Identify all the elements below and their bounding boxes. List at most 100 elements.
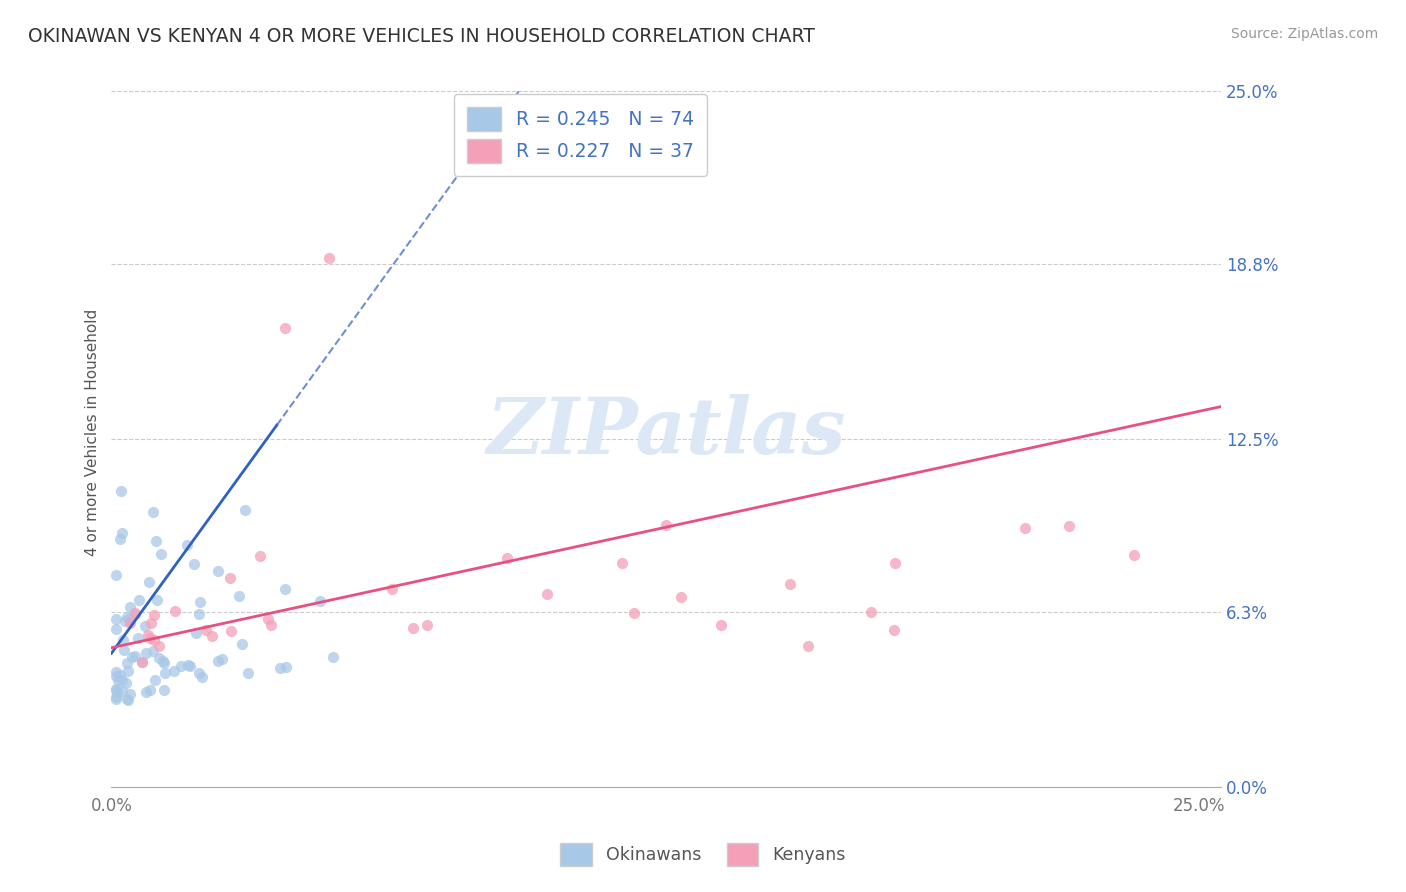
Point: [135, 646, 157, 660]
Point: [184, 626, 207, 640]
Point: [110, 532, 132, 546]
Point: [138, 574, 160, 589]
Point: [318, 252, 340, 266]
Point: [124, 607, 146, 622]
Point: [163, 664, 186, 678]
Point: [179, 659, 201, 673]
Point: [153, 666, 176, 681]
Point: [883, 556, 905, 570]
Point: [104, 568, 127, 582]
Point: [883, 624, 905, 638]
Point: [107, 673, 129, 687]
Point: [402, 620, 425, 634]
Point: [135, 685, 157, 699]
Point: [112, 643, 135, 657]
Point: [610, 556, 633, 570]
Point: [148, 640, 170, 654]
Point: [308, 594, 330, 608]
Point: [127, 631, 149, 645]
Text: Source: ZipAtlas.com: Source: ZipAtlas.com: [1230, 27, 1378, 41]
Point: [218, 571, 240, 585]
Point: [187, 665, 209, 680]
Point: [139, 616, 162, 631]
Point: [139, 631, 162, 645]
Point: [194, 624, 217, 638]
Point: [276, 659, 298, 673]
Point: [183, 557, 205, 571]
Point: [105, 684, 128, 698]
Point: [131, 655, 153, 669]
Point: [105, 682, 128, 697]
Point: [104, 692, 127, 706]
Point: [257, 612, 280, 626]
Point: [623, 606, 645, 620]
Point: [165, 604, 187, 618]
Point: [177, 658, 200, 673]
Point: [110, 483, 132, 498]
Point: [118, 616, 141, 631]
Point: [111, 683, 134, 698]
Point: [231, 637, 253, 651]
Legend: Okinawans, Kenyans: Okinawans, Kenyans: [551, 835, 855, 874]
Point: [148, 651, 170, 665]
Point: [138, 683, 160, 698]
Point: [138, 628, 160, 642]
Point: [142, 505, 165, 519]
Point: [671, 590, 693, 604]
Point: [115, 656, 138, 670]
Point: [112, 633, 135, 648]
Point: [104, 665, 127, 680]
Point: [111, 673, 134, 687]
Point: [496, 550, 519, 565]
Point: [322, 649, 344, 664]
Point: [201, 629, 224, 643]
Point: [149, 547, 172, 561]
Point: [104, 612, 127, 626]
Point: [779, 577, 801, 591]
Point: [143, 673, 166, 687]
Point: [114, 615, 136, 629]
Point: [233, 502, 256, 516]
Point: [108, 668, 131, 682]
Point: [115, 675, 138, 690]
Point: [207, 564, 229, 578]
Point: [152, 654, 174, 668]
Point: [207, 654, 229, 668]
Point: [536, 587, 558, 601]
Point: [104, 622, 127, 636]
Point: [104, 669, 127, 683]
Point: [104, 681, 127, 696]
Point: [176, 538, 198, 552]
Point: [211, 652, 233, 666]
Text: ZIPatlas: ZIPatlas: [486, 394, 846, 470]
Point: [118, 612, 141, 626]
Point: [274, 582, 297, 596]
Point: [131, 655, 153, 669]
Point: [654, 518, 676, 533]
Point: [124, 606, 146, 620]
Point: [124, 649, 146, 664]
Point: [188, 595, 211, 609]
Point: [274, 321, 297, 335]
Point: [710, 618, 733, 632]
Point: [142, 633, 165, 648]
Point: [170, 658, 193, 673]
Point: [142, 644, 165, 658]
Point: [145, 533, 167, 548]
Point: [796, 639, 818, 653]
Point: [121, 649, 143, 664]
Point: [416, 618, 439, 632]
Point: [269, 661, 291, 675]
Point: [228, 590, 250, 604]
Point: [221, 624, 243, 638]
Point: [134, 619, 156, 633]
Point: [115, 610, 138, 624]
Point: [115, 692, 138, 706]
Point: [191, 670, 214, 684]
Point: [118, 687, 141, 701]
Point: [111, 526, 134, 541]
Point: [859, 605, 882, 619]
Point: [236, 665, 259, 680]
Point: [188, 607, 211, 621]
Text: OKINAWAN VS KENYAN 4 OR MORE VEHICLES IN HOUSEHOLD CORRELATION CHART: OKINAWAN VS KENYAN 4 OR MORE VEHICLES IN…: [28, 27, 815, 45]
